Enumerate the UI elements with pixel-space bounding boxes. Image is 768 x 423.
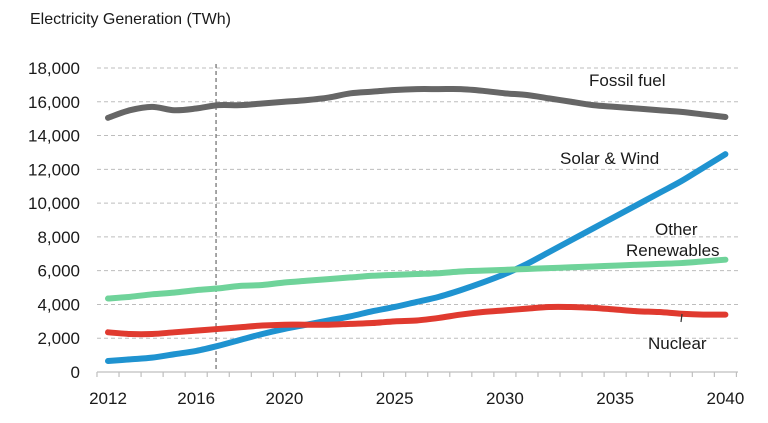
annotation-solar-wind: Solar & Wind xyxy=(560,149,659,168)
x-tick-label: 2016 xyxy=(177,389,215,408)
annotation-nuclear: Nuclear xyxy=(648,334,707,353)
annotation-other: Other xyxy=(655,220,698,239)
y-tick-label: 0 xyxy=(71,363,80,382)
x-tick-label: 2020 xyxy=(265,389,303,408)
x-tick-label: 2030 xyxy=(486,389,524,408)
series-lines xyxy=(105,85,729,365)
series-line-other-renewables xyxy=(105,256,729,302)
y-tick-label: 8,000 xyxy=(37,228,80,247)
series-line-fossil-fuel xyxy=(105,85,729,121)
x-tick-label: 2035 xyxy=(596,389,634,408)
y-tick-label: 12,000 xyxy=(28,160,80,179)
series-line-nuclear xyxy=(105,303,729,338)
annotation-nuclear-leader xyxy=(680,313,683,323)
y-tick-label: 10,000 xyxy=(28,194,80,213)
y-tick-label: 14,000 xyxy=(28,127,80,146)
y-tick-label: 18,000 xyxy=(28,59,80,78)
x-tick-label: 2040 xyxy=(706,389,744,408)
x-tick-label: 2025 xyxy=(376,389,414,408)
y-axis-ticks: 0 2,000 4,000 6,000 8,000 10,000 12,000 14,000 1… xyxy=(28,59,80,382)
x-axis: 2012 2016 2020 2025 2030 2035 2040 xyxy=(89,371,744,408)
y-tick-label: 6,000 xyxy=(37,262,80,281)
chart-title: Electricity Generation (TWh) xyxy=(30,11,231,28)
annotation-renewables: Renewables xyxy=(626,241,720,260)
series-line-solar-wind xyxy=(105,151,729,365)
gridlines xyxy=(97,67,740,339)
y-tick-label: 4,000 xyxy=(37,295,80,314)
x-tick-label: 2012 xyxy=(89,389,127,408)
annotation-fossil-fuel: Fossil fuel xyxy=(589,71,666,90)
y-tick-label: 2,000 xyxy=(37,329,80,348)
y-tick-label: 16,000 xyxy=(28,93,80,112)
